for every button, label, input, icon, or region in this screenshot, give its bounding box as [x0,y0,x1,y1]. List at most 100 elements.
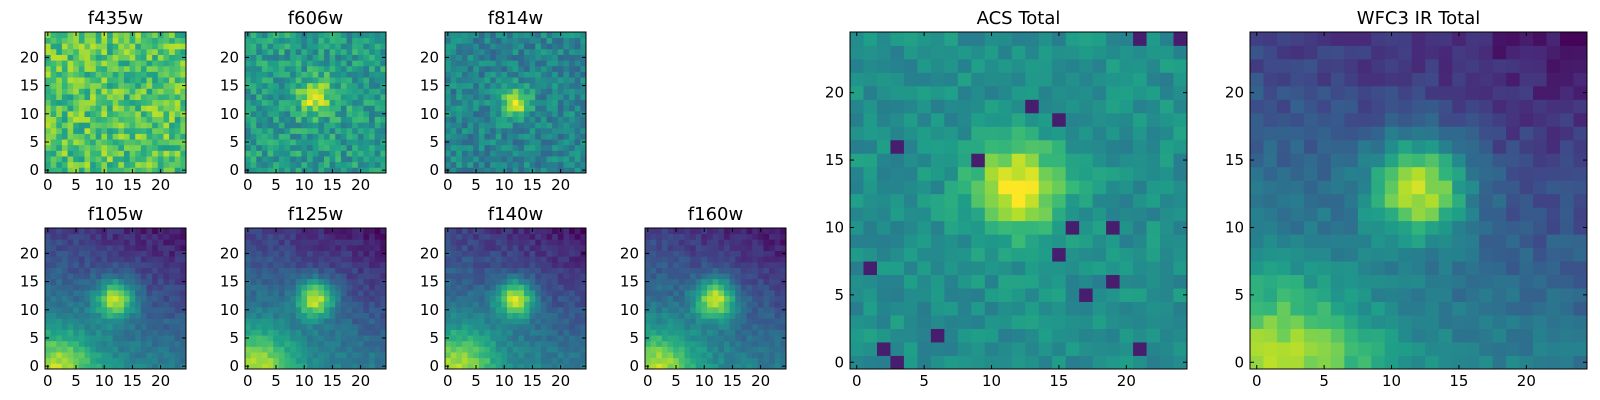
heatmap-cell [707,318,714,325]
heatmap-cell [1173,234,1188,249]
heatmap-cell [450,82,457,89]
heatmap-cell [1133,180,1147,195]
heatmap-cell [552,54,559,61]
heatmap-cell [478,312,485,319]
heatmap-cell [61,161,68,168]
heatmap-cell [112,357,119,364]
heatmap-cell [552,318,559,325]
heatmap-cell [467,306,474,313]
heatmap-cell [1065,247,1080,262]
heatmap-cell [67,363,74,370]
heatmap-cell [295,82,302,89]
heatmap-cell [445,65,452,72]
heatmap-cell [267,60,274,67]
heatmap-cell [180,127,187,134]
heatmap-cell [757,295,764,302]
heatmap-cell [352,244,359,251]
heatmap-cell [90,156,97,163]
heatmap-cell [478,284,485,291]
heatmap-cell [1146,301,1161,316]
heatmap-cell [180,105,187,112]
heatmap-cell [56,335,63,342]
heatmap-cell [1025,220,1040,235]
heatmap-cell [256,77,263,84]
heatmap-cell [723,346,730,353]
heatmap-cell [78,144,85,151]
heatmap-cell [352,295,359,302]
heatmap-cell [95,105,102,112]
heatmap-cell [290,244,297,251]
heatmap-cell [467,346,474,353]
heatmap-cell [290,323,297,330]
heatmap-cell [250,329,257,336]
heatmap-cell [1146,234,1161,249]
heatmap-cell [746,329,753,336]
heatmap-cell [140,54,147,61]
heatmap-cell [535,290,542,297]
heatmap-cell [318,239,325,246]
heatmap-cell [290,116,297,123]
heatmap-cell [84,295,91,302]
heatmap-cell [490,32,497,39]
heatmap-cell [529,82,536,89]
heatmap-cell [180,133,187,140]
heatmap-cell [112,127,119,134]
heatmap-cell [490,77,497,84]
heatmap-cell [445,60,452,67]
heatmap-cell [450,301,457,308]
heatmap-cell [61,127,68,134]
heatmap-cell [445,239,452,246]
heatmap-cell [523,88,530,95]
heatmap-cell [278,110,285,117]
heatmap-cell [1038,220,1053,235]
heatmap-cell [957,207,972,222]
heatmap-cell [456,239,463,246]
heatmap-cell [295,48,302,55]
heatmap-cell [574,71,581,78]
heatmap-cell [278,228,285,235]
heatmap-cell [546,340,553,347]
heatmap-cell [645,323,652,330]
heatmap-cell [984,247,999,262]
x-tick-label: 15 [123,372,142,390]
heatmap-cell [374,161,381,168]
heatmap-cell [290,233,297,240]
heatmap-cell [174,156,181,163]
heatmap-cell [1038,288,1053,302]
heatmap-cell [580,161,587,168]
heatmap-cell [152,228,159,235]
heatmap-cell [340,290,347,297]
heatmap-cell [850,315,864,329]
heatmap-cell [45,323,52,330]
heatmap-cell [574,43,581,50]
heatmap-cell [746,312,753,319]
heatmap-cell [278,290,285,297]
heatmap-cell [557,312,564,319]
heatmap-cell [323,306,330,313]
heatmap-cell [780,284,787,291]
heatmap-cell [301,116,308,123]
heatmap-cell [380,77,387,84]
heatmap-cell [335,312,342,319]
heatmap-cell [140,94,147,101]
heatmap-cell [557,273,564,280]
heatmap-cell [1133,342,1147,356]
heatmap-cell [278,54,285,61]
heatmap-cell [740,363,747,370]
heatmap-cell [323,261,330,268]
heatmap-cell [346,156,353,163]
heatmap-cell [61,233,68,240]
heatmap-cell [450,363,457,370]
heatmap-cell [329,329,336,336]
heatmap-cell [56,295,63,302]
heatmap-cell [540,363,547,370]
heatmap-cell [678,318,685,325]
heatmap-cell [467,352,474,359]
heatmap-cell [261,156,268,163]
heatmap-cell [971,274,986,289]
heatmap-cell [484,295,491,302]
heatmap-cell [563,77,570,84]
heatmap-cell [290,256,297,263]
heatmap-cell [318,161,325,168]
heatmap-cell [763,267,770,274]
